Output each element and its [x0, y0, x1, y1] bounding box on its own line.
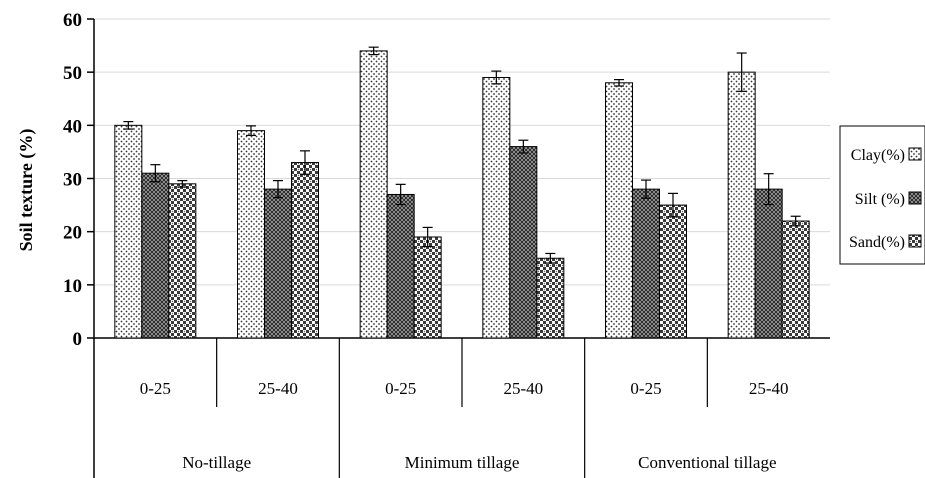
gridlines	[94, 18, 830, 286]
bar-crosshatch	[754, 188, 783, 339]
bar-dots	[605, 82, 633, 339]
bar-crosshatch	[386, 193, 415, 339]
bar-check	[781, 220, 810, 339]
bar-crosshatch	[632, 188, 660, 339]
legend-item: Clay(%)	[851, 147, 922, 164]
bar-check	[291, 162, 319, 339]
bar-dots	[727, 71, 756, 339]
error-bar	[422, 226, 433, 248]
group-label: Minimum tillage	[405, 453, 520, 472]
category-axis: 0-25 25-40 No-tillage 0-25 25-40 Minimum till…	[140, 338, 789, 478]
error-bar	[177, 180, 188, 188]
y-tick-label: 40	[63, 116, 82, 137]
error-bar	[763, 173, 774, 206]
bar-dots	[482, 76, 511, 339]
error-bar	[150, 164, 161, 183]
legend: Clay(%) Silt (%) Sand(%)	[839, 125, 925, 265]
error-bar	[123, 121, 134, 130]
bar-dots	[359, 50, 388, 339]
legend-item: Silt (%)	[855, 191, 922, 208]
y-tick-label: 50	[63, 63, 82, 84]
bar-check	[413, 236, 442, 339]
bar-crosshatch	[141, 172, 170, 339]
y-tick-label: 0	[73, 329, 83, 350]
bars	[114, 50, 810, 339]
error-bar	[491, 70, 502, 85]
legend-swatch	[908, 234, 922, 248]
error-bar	[273, 180, 283, 199]
y-tick-label: 10	[63, 276, 82, 297]
legend-swatch	[908, 147, 922, 161]
legend-label: Sand(%)	[849, 234, 905, 251]
x-tick-label: 0-25	[385, 379, 416, 398]
x-tick-label: 0-25	[630, 379, 661, 398]
bar-check	[168, 183, 197, 339]
y-tick-label: 20	[63, 223, 82, 244]
error-bar	[300, 150, 310, 175]
legend-item: Sand(%)	[849, 234, 922, 251]
bar-check	[536, 257, 565, 339]
y-tick-label: 60	[63, 10, 82, 31]
bar-dots	[237, 130, 265, 339]
x-tick-label: 25-40	[749, 379, 789, 398]
bar-crosshatch	[509, 146, 538, 339]
y-axis-label: Soil texture (%)	[16, 129, 37, 252]
error-bars	[123, 46, 801, 264]
error-bar	[641, 179, 651, 199]
error-bar	[545, 252, 556, 264]
bar-crosshatch	[264, 188, 292, 339]
error-bar	[668, 192, 678, 218]
error-bar	[246, 125, 256, 137]
error-bar	[790, 215, 801, 227]
axes	[87, 18, 830, 478]
error-bar	[368, 46, 379, 56]
legend-label: Clay(%)	[851, 147, 905, 164]
x-tick-label: 25-40	[503, 379, 543, 398]
group-label: No-tillage	[182, 453, 251, 472]
error-bar	[395, 183, 406, 206]
bar-dots	[114, 124, 143, 339]
bar-check	[659, 204, 687, 339]
error-bar	[736, 52, 747, 92]
legend-label: Silt (%)	[855, 191, 905, 208]
group-label: Conventional tillage	[638, 453, 776, 472]
error-bar	[614, 79, 624, 87]
x-tick-label: 25-40	[258, 379, 298, 398]
y-tick-label: 30	[63, 170, 82, 191]
x-tick-label: 0-25	[140, 379, 171, 398]
error-bar	[518, 139, 529, 154]
legend-swatch	[908, 191, 922, 205]
y-tick-labels: 0 10 20 30 40 50 60	[63, 10, 82, 350]
